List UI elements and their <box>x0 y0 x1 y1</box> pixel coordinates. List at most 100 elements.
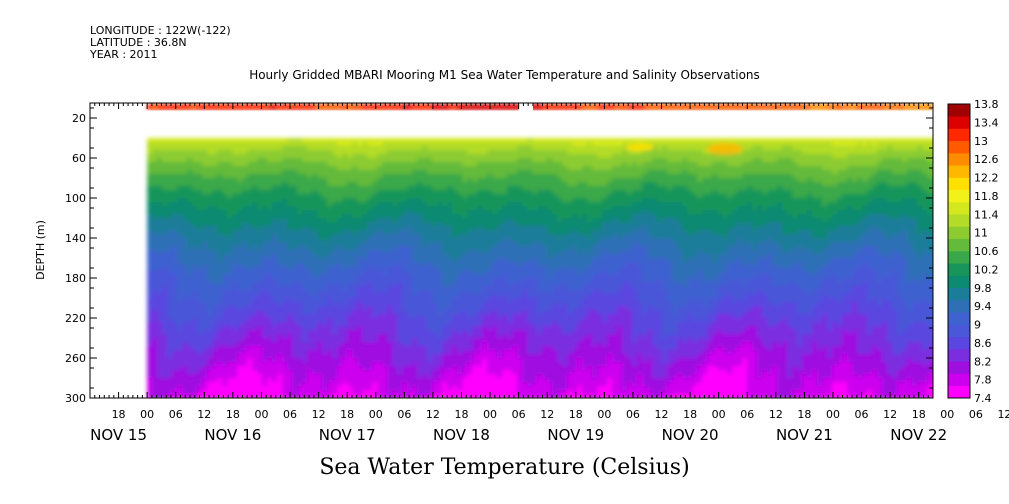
y-tick-label: 180 <box>65 272 86 285</box>
x-hour-tick-label: 12 <box>883 408 897 421</box>
colorbar-label: 7.4 <box>974 392 992 405</box>
colorbar-swatch <box>948 300 970 313</box>
x-hour-tick-label: 12 <box>197 408 211 421</box>
colorbar-label: 8.6 <box>974 337 992 350</box>
x-hour-tick-label: 18 <box>226 408 240 421</box>
colorbar-label: 13 <box>974 135 988 148</box>
colorbar-swatch <box>948 263 970 276</box>
colorbar-label: 8.2 <box>974 355 992 368</box>
x-hour-tick-label: 00 <box>826 408 840 421</box>
colorbar-label: 11.4 <box>974 208 999 221</box>
colorbar-label: 13.8 <box>974 98 999 111</box>
colorbar-swatch <box>948 238 970 252</box>
colorbar-label: 10.6 <box>974 245 999 258</box>
x-day-label: NOV 16 <box>204 426 261 444</box>
x-hour-tick-label: 18 <box>454 408 468 421</box>
colorbar-frame <box>947 103 971 399</box>
plot-frame <box>89 102 934 399</box>
x-hour-tick-label: 00 <box>597 408 611 421</box>
colorbar-label: 9.8 <box>974 282 992 295</box>
colorbar-label: 11.8 <box>974 190 999 203</box>
colorbar-swatch <box>948 287 970 301</box>
colorbar-swatch <box>948 104 970 117</box>
colorbar-label: 11 <box>974 227 988 240</box>
x-hour-tick-label: 00 <box>369 408 383 421</box>
x-day-label: NOV 17 <box>319 426 376 444</box>
colorbar-swatch <box>948 312 970 325</box>
x-hour-tick-label: 06 <box>397 408 411 421</box>
x-hour-tick-label: 18 <box>912 408 926 421</box>
x-axis-label: Sea Water Temperature (Celsius) <box>319 455 690 480</box>
colorbar-label: 7.8 <box>974 374 992 387</box>
colorbar-swatch <box>948 385 970 399</box>
colorbar-swatch <box>948 153 970 166</box>
colorbar-swatch <box>948 226 970 240</box>
y-tick-label: 260 <box>65 352 86 365</box>
temperature-field <box>147 138 933 398</box>
colorbar-swatch <box>948 116 970 129</box>
colorbar-label: 13.4 <box>974 116 999 129</box>
colorbar-label: 9 <box>974 319 981 332</box>
x-hour-tick-label: 18 <box>112 408 126 421</box>
x-hour-tick-label: 06 <box>969 408 983 421</box>
x-day-label: NOV 22 <box>890 426 947 444</box>
y-tick-label: 300 <box>65 392 86 405</box>
colorbar-swatch <box>948 251 970 264</box>
colorbar-swatch <box>948 349 970 362</box>
colorbar-swatch <box>948 336 970 350</box>
x-day-label: NOV 19 <box>547 426 604 444</box>
x-hour-tick-label: 18 <box>340 408 354 421</box>
colorbar-swatch <box>948 189 970 203</box>
x-hour-tick-label: 06 <box>626 408 640 421</box>
year-label: YEAR : 2011 <box>90 48 158 61</box>
x-hour-tick-label: 12 <box>426 408 440 421</box>
longitude-label: LONGITUDE : 122W(-122) <box>90 24 231 37</box>
x-day-label: NOV 15 <box>90 426 147 444</box>
y-axis-label: DEPTH (m) <box>34 220 47 280</box>
colorbar-swatch <box>948 373 970 387</box>
colorbar-swatch <box>948 361 970 374</box>
colorbar-swatch <box>948 324 970 338</box>
x-hour-tick-label: 18 <box>569 408 583 421</box>
x-hour-tick-label: 06 <box>283 408 297 421</box>
y-tick-label: 60 <box>72 152 86 165</box>
data-gap <box>518 103 533 111</box>
colorbar-swatch <box>948 202 970 215</box>
x-hour-tick-label: 06 <box>169 408 183 421</box>
x-hour-tick-label: 12 <box>312 408 326 421</box>
x-hour-tick-label: 06 <box>512 408 526 421</box>
colorbar-swatch <box>948 165 970 178</box>
x-hour-tick-label: 06 <box>740 408 754 421</box>
x-day-label: NOV 21 <box>776 426 833 444</box>
x-hour-tick-label: 00 <box>140 408 154 421</box>
surface-temperature-strip <box>147 104 933 110</box>
x-hour-tick-label: 12 <box>769 408 783 421</box>
y-tick-label: 20 <box>72 112 86 125</box>
x-hour-tick-label: 12 <box>540 408 554 421</box>
colorbar-label: 9.4 <box>974 300 992 313</box>
x-hour-tick-label: 06 <box>855 408 869 421</box>
colorbar-label: 12.2 <box>974 172 999 185</box>
x-day-label: NOV 20 <box>662 426 719 444</box>
colorbar-label: 10.2 <box>974 263 999 276</box>
x-hour-tick-label: 00 <box>254 408 268 421</box>
colorbar-swatch <box>948 177 970 191</box>
colorbar-label: 12.6 <box>974 153 999 166</box>
x-hour-tick-label: 12 <box>655 408 669 421</box>
y-tick-label: 140 <box>65 232 86 245</box>
x-hour-tick-label: 18 <box>683 408 697 421</box>
latitude-label: LATITUDE : 36.8N <box>90 36 187 49</box>
colorbar-swatch <box>948 275 970 289</box>
y-tick-label: 220 <box>65 312 86 325</box>
colorbar-swatch <box>948 214 970 227</box>
chart-title: Hourly Gridded MBARI Mooring M1 Sea Wate… <box>249 68 760 82</box>
x-hour-tick-label: 00 <box>712 408 726 421</box>
colorbar-swatch <box>948 140 970 154</box>
x-hour-tick-label: 00 <box>483 408 497 421</box>
x-day-label: NOV 18 <box>433 426 490 444</box>
x-hour-tick-label: 00 <box>940 408 954 421</box>
colorbar-swatch <box>948 128 970 142</box>
x-hour-tick-label: 18 <box>797 408 811 421</box>
y-tick-label: 100 <box>65 192 86 205</box>
